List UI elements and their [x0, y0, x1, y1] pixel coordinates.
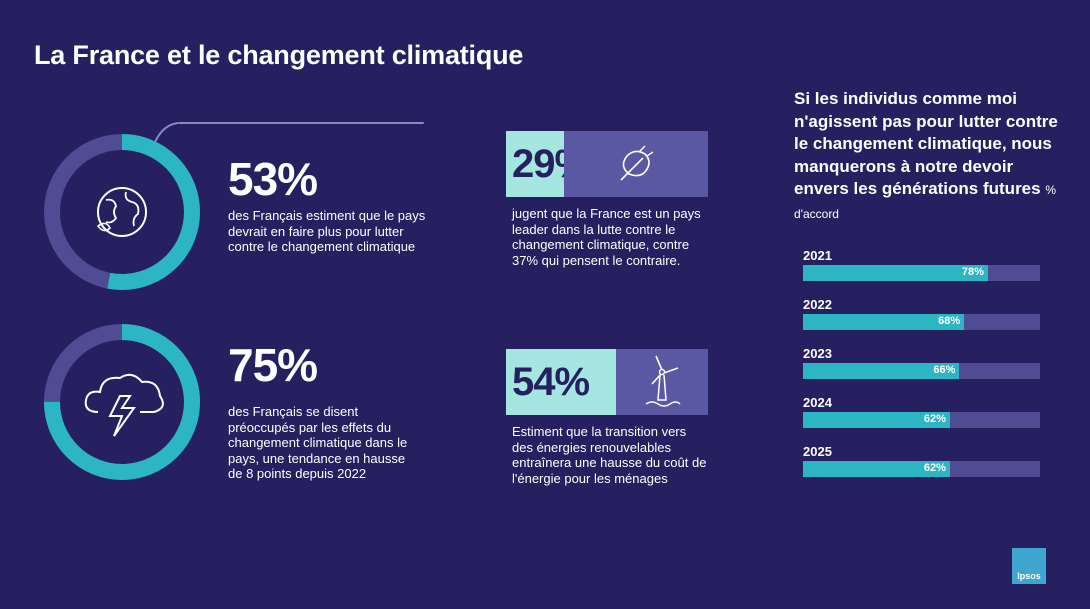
bar-value-label: 62% — [923, 413, 946, 425]
chart-unit: % d'accord — [794, 183, 1056, 221]
stat-card-29-value-bg: 29% — [506, 131, 590, 197]
bar-value-label: 78% — [961, 266, 984, 278]
bar-value-label: 62% — [923, 462, 946, 474]
bar-year-label: 2022 — [803, 297, 832, 312]
bar-year-label: 2024 — [803, 395, 832, 410]
stat-card-29: 29% — [506, 131, 708, 197]
leaf-icon — [620, 145, 654, 181]
bar: 68% — [803, 314, 965, 330]
bar-year-label: 2021 — [803, 248, 832, 263]
page-title: La France et le changement climatique — [34, 40, 524, 70]
bar-value-label: 66% — [933, 364, 956, 376]
bar-value-label: 68% — [938, 315, 961, 327]
logo-text: Ipsos — [1017, 571, 1041, 581]
bar-track: 62% — [803, 412, 1040, 428]
stat-text-54: Estiment que la transition vers des éner… — [512, 424, 707, 486]
stat-ring-75 — [42, 322, 202, 482]
bar: 62% — [803, 412, 950, 428]
bar-year-label: 2025 — [803, 444, 832, 459]
chart-title: Si les individus comme moi n'agissent pa… — [794, 88, 1066, 225]
stat-value-75: 75% — [228, 339, 318, 391]
ipsos-logo: Ipsos — [1012, 548, 1046, 584]
stat-value-53: 53% — [228, 153, 318, 205]
stat-card-54: 54% — [506, 349, 708, 415]
bar: 62% — [803, 461, 950, 477]
stat-card-54-value-bg: 54% — [506, 349, 616, 415]
bar-track: 78% — [803, 265, 1040, 281]
wind-turbine-icon — [645, 355, 681, 407]
bar: 78% — [803, 265, 988, 281]
stat-text-53: des Français estiment que le pays devrai… — [228, 208, 426, 254]
stat-card-54-icon-area — [616, 349, 708, 415]
globe-icon — [96, 187, 147, 237]
bar-track: 62% — [803, 461, 1040, 477]
bar-year-label: 2023 — [803, 346, 832, 361]
decorative-line — [178, 122, 424, 124]
bar: 66% — [803, 363, 960, 379]
bar-track: 66% — [803, 363, 1040, 379]
stat-card-29-icon-area — [564, 131, 708, 197]
stat-text-75: des Français se disent préoccupés par le… — [228, 404, 408, 481]
stat-ring-53 — [42, 132, 202, 292]
bar-track: 68% — [803, 314, 1040, 330]
storm-cloud-icon — [84, 373, 164, 437]
stat-text-29: jugent que la France est un pays leader … — [512, 206, 701, 268]
stat-value-54: 54% — [512, 359, 590, 404]
chart-title-text: Si les individus comme moi n'agissent pa… — [794, 89, 1058, 198]
